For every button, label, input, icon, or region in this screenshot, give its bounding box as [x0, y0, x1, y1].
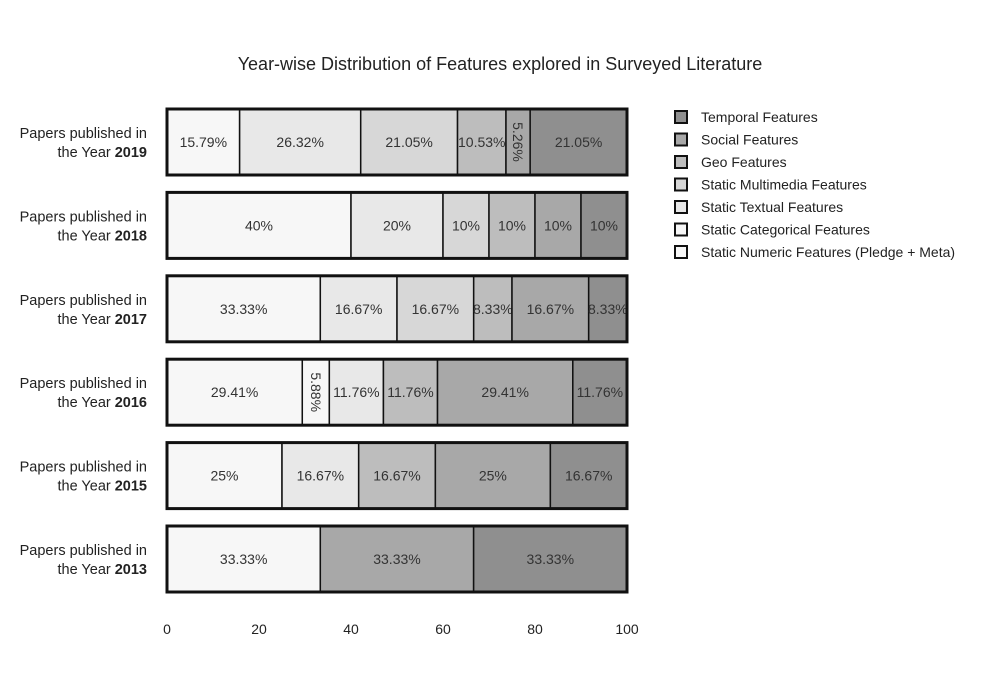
bar-outline [165, 524, 629, 594]
data-label: 21.05% [555, 134, 602, 150]
data-label: 29.41% [481, 384, 528, 400]
bars-group: 15.79% 26.32% 21.05% 10.53% 5.26% 21.05% 40% 20… [165, 107, 629, 594]
data-label: 16.67% [373, 468, 420, 484]
x-tick-label: 40 [343, 621, 359, 637]
legend: Temporal Features Social Features Geo Feat… [674, 109, 955, 260]
data-label: 15.79% [180, 134, 227, 150]
x-tick-label: 80 [527, 621, 543, 637]
legend-swatch [674, 200, 688, 214]
y-tick-label: the Year 2018 [57, 228, 147, 244]
data-label: 10.53% [458, 134, 505, 150]
bar-segment [587, 275, 628, 343]
legend-label: Static Multimedia Features [701, 177, 867, 193]
y-tick-label: the Year 2016 [57, 395, 147, 411]
bar-segment [511, 275, 590, 343]
legend-label: Static Textual Features [701, 199, 843, 215]
bar-segment [281, 441, 360, 510]
legend-label: Geo Features [701, 154, 787, 170]
data-label: 10% [452, 217, 480, 233]
data-label: 10% [498, 217, 526, 233]
y-tick-label: Papers published in [20, 543, 147, 559]
bar-segment [166, 275, 322, 343]
x-tick-label: 60 [435, 621, 451, 637]
bar-segment [534, 191, 582, 260]
data-label: 33.33% [220, 301, 267, 317]
data-label: 8.33% [588, 301, 628, 317]
data-label: 10% [544, 217, 572, 233]
bar-segment [350, 191, 444, 260]
x-tick-label: 20 [251, 621, 267, 637]
y-tick-label: Papers published in [20, 293, 147, 309]
y-tick-label: the Year 2013 [57, 562, 147, 578]
y-tick-label: the Year 2019 [57, 145, 147, 161]
data-label: 11.76% [577, 384, 623, 400]
legend-swatch [674, 222, 688, 237]
data-label: 10% [590, 217, 618, 233]
data-label: 16.67% [335, 301, 382, 317]
y-axis-labels: Papers published in the Year 2019 Papers p… [20, 126, 147, 578]
bar-outline [165, 357, 629, 427]
x-axis-ticks: 0 20 40 60 80 100 [163, 621, 639, 637]
bar-outline [165, 274, 629, 344]
data-label: 5.26% [510, 122, 526, 162]
legend-label: Static Categorical Features [701, 222, 870, 238]
bar-segment [442, 191, 490, 260]
y-tick-label: Papers published in [20, 460, 147, 476]
bar-segment [572, 358, 628, 426]
legend-label: Static Numeric Features (Pledge + Meta) [701, 244, 955, 260]
data-label: 25% [479, 468, 507, 484]
bar-segment [166, 358, 304, 426]
data-label: 33.33% [220, 551, 267, 567]
legend-swatch [674, 245, 688, 259]
data-label: 16.67% [527, 301, 574, 317]
legend-label: Temporal Features [701, 109, 818, 125]
bar-outline [165, 107, 629, 177]
legend-swatch [674, 177, 688, 192]
data-label: 11.76% [333, 384, 379, 400]
data-label: 26.32% [276, 134, 323, 150]
data-label: 16.67% [565, 468, 612, 484]
legend-swatch [674, 132, 688, 147]
bar-segment [357, 441, 437, 510]
data-label: 16.67% [412, 301, 459, 317]
chart-title: Year-wise Distribution of Features explo… [238, 54, 763, 74]
bar-outline [165, 441, 629, 511]
legend-swatch [674, 110, 688, 124]
bar-segment [319, 275, 398, 343]
legend-swatch [674, 155, 688, 169]
bar-segment [529, 108, 628, 176]
data-label: 29.41% [211, 384, 258, 400]
y-tick-label: Papers published in [20, 376, 147, 392]
legend-label: Social Features [701, 132, 798, 148]
bar-segment [549, 441, 628, 510]
y-tick-label: Papers published in [20, 126, 147, 142]
data-label: 25% [210, 468, 238, 484]
data-label: 20% [383, 217, 411, 233]
x-tick-label: 100 [615, 621, 639, 637]
y-tick-label: the Year 2015 [57, 479, 147, 495]
data-label: 16.67% [297, 468, 344, 484]
bar-segment [396, 275, 475, 343]
bar-segment [434, 441, 552, 510]
data-label: 5.88% [308, 372, 324, 412]
data-label: 33.33% [373, 551, 420, 567]
data-label: 21.05% [385, 134, 432, 150]
bar-outline [165, 190, 629, 260]
bar-segment [238, 108, 362, 176]
bar-segment [166, 525, 322, 593]
y-tick-label: Papers published in [20, 209, 147, 225]
data-label: 8.33% [473, 301, 513, 317]
data-label: 40% [245, 217, 273, 233]
bar-segment [580, 191, 628, 260]
data-label: 11.76% [387, 384, 433, 400]
bar-segment [382, 358, 439, 426]
bar-segment [166, 108, 241, 176]
data-label: 33.33% [527, 551, 574, 567]
x-tick-label: 0 [163, 621, 171, 637]
y-tick-label: the Year 2017 [57, 312, 147, 328]
